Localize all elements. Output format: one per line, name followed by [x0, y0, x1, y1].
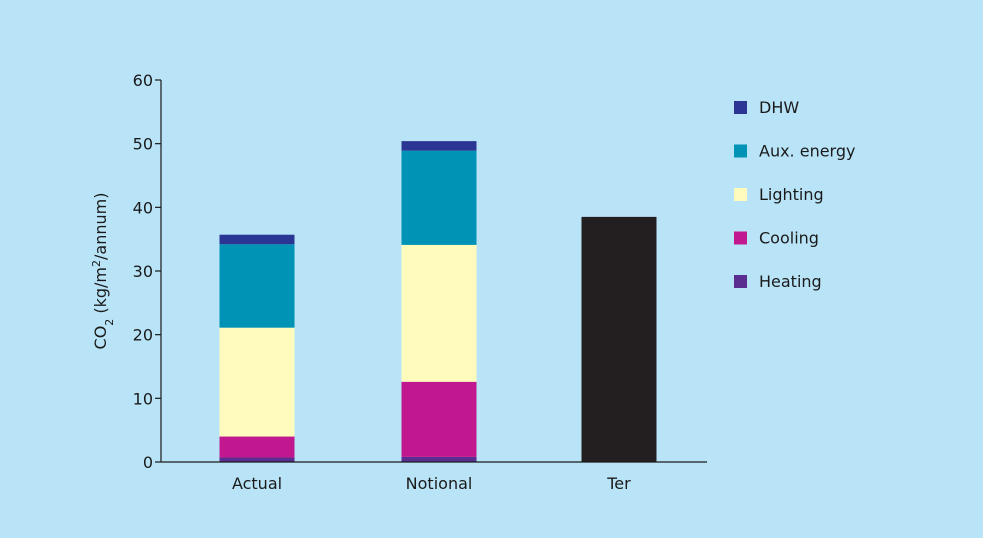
y-axis-title-sup: 2: [90, 260, 103, 267]
legend-label: Lighting: [759, 185, 824, 204]
bar-segment-cooling: [219, 436, 295, 458]
y-tick-label: 50: [133, 135, 153, 154]
y-tick-label: 10: [133, 389, 153, 408]
bar-segment-total: [581, 216, 657, 462]
legend-swatch: [734, 231, 747, 245]
y-tick-label: 30: [133, 262, 153, 281]
legend-swatch: [734, 275, 747, 288]
legend-label: Heating: [759, 272, 822, 291]
x-category-label: Ter: [606, 474, 631, 493]
y-tick-label: 20: [133, 326, 153, 345]
bar-segment-aux-energy: [401, 150, 477, 245]
legend-swatch: [734, 144, 747, 158]
bar-segment-lighting: [219, 327, 295, 437]
bar-segment-heating: [401, 456, 477, 462]
legend: DHW Aux. energy Lighting Cooling Heating: [734, 98, 855, 291]
y-axis-title-end: /annum): [91, 193, 110, 260]
y-tick-label: 0: [143, 453, 153, 472]
y-ticks-group: 0 10 20 30 40 50 60: [133, 71, 161, 472]
y-tick-label: 60: [133, 71, 153, 90]
y-tick-label: 40: [133, 198, 153, 217]
bar-segment-heating: [219, 457, 295, 462]
bar-segment-aux-energy: [219, 244, 295, 328]
bar-segment-lighting: [401, 244, 477, 382]
legend-label: DHW: [759, 98, 799, 117]
y-axis-title-sub: 2: [103, 319, 116, 326]
legend-swatch: [734, 101, 747, 114]
bar-segment-dhw: [219, 234, 295, 245]
y-axis-title: CO2 (kg/m2/annum): [90, 193, 116, 350]
legend-swatch: [734, 188, 747, 201]
x-labels-group: Actual Notional Ter: [232, 474, 631, 493]
x-category-label: Notional: [406, 474, 473, 493]
legend-label: Cooling: [759, 229, 819, 248]
legend-label: Aux. energy: [759, 142, 855, 161]
y-axis-title-base: CO: [91, 326, 110, 350]
bar-segment-cooling: [401, 381, 477, 457]
bar-segment-dhw: [401, 141, 477, 151]
x-category-label: Actual: [232, 474, 282, 493]
bars-group: [219, 141, 657, 462]
y-axis-title-unit: (kg/m: [91, 267, 110, 319]
